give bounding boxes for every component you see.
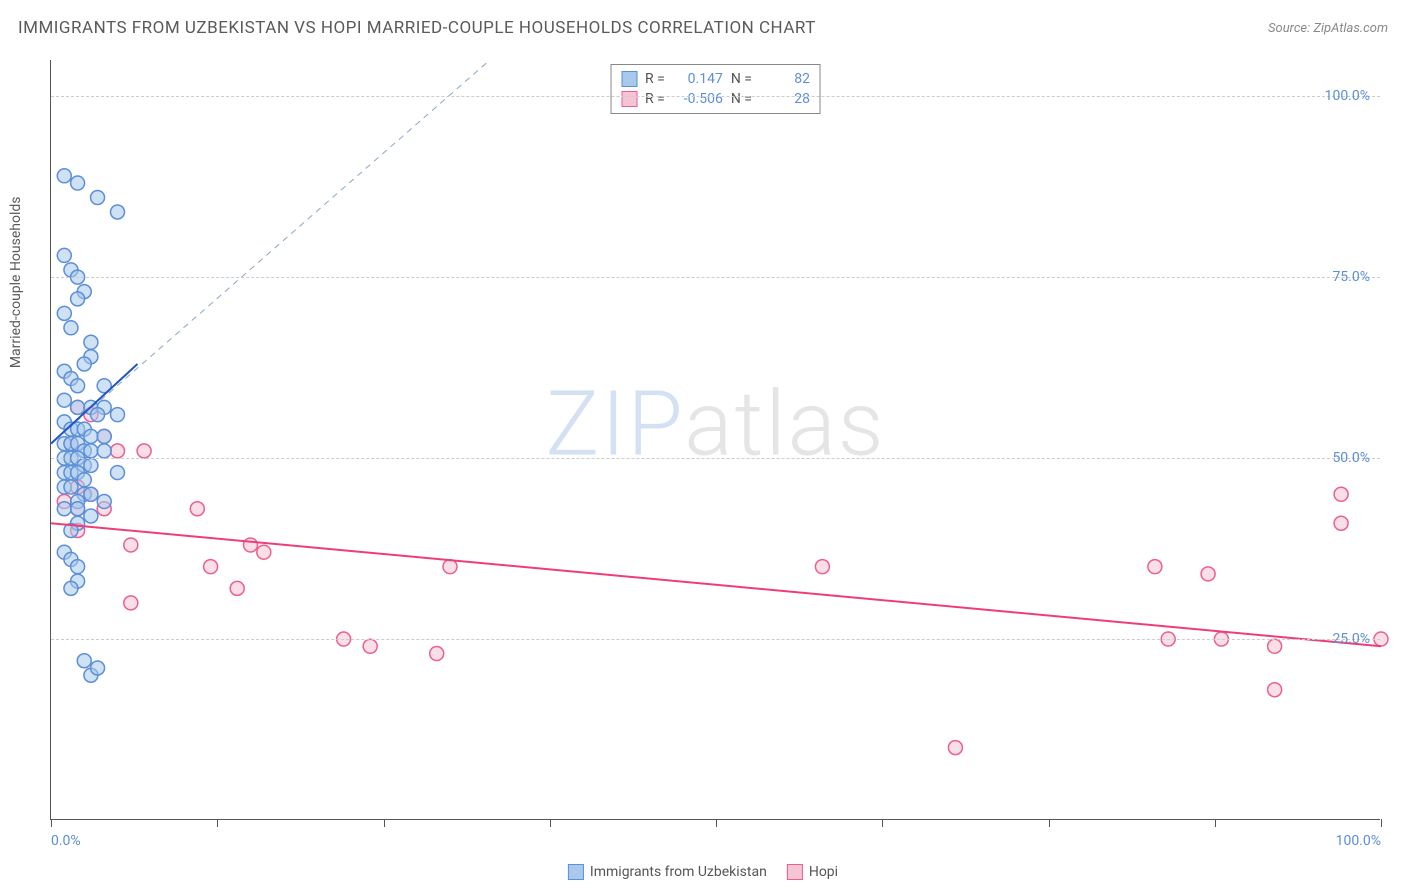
data-point bbox=[111, 444, 125, 458]
source-attribution: Source: ZipAtlas.com bbox=[1268, 21, 1388, 36]
legend-item-series1: Immigrants from Uzbekistan bbox=[568, 864, 767, 880]
chart-plot-area: ZIPatlas R = 0.147 N = 82 R = -0.506 N =… bbox=[50, 60, 1380, 820]
data-point bbox=[230, 581, 244, 595]
data-point bbox=[77, 473, 91, 487]
data-point bbox=[1201, 567, 1215, 581]
data-point bbox=[137, 444, 151, 458]
data-point bbox=[363, 639, 377, 653]
data-point bbox=[64, 581, 78, 595]
data-point bbox=[1334, 487, 1348, 501]
data-point bbox=[97, 429, 111, 443]
data-point bbox=[97, 444, 111, 458]
data-point bbox=[57, 169, 71, 183]
x-tick bbox=[1049, 819, 1050, 827]
data-point bbox=[57, 502, 71, 516]
x-tick bbox=[384, 819, 385, 827]
data-point bbox=[57, 248, 71, 262]
legend-swatch-series2-bottom bbox=[787, 864, 803, 880]
x-tick bbox=[1381, 819, 1382, 827]
data-point bbox=[64, 321, 78, 335]
data-point bbox=[84, 509, 98, 523]
data-point bbox=[91, 661, 105, 675]
data-point bbox=[71, 379, 85, 393]
chart-title: IMMIGRANTS FROM UZBEKISTAN VS HOPI MARRI… bbox=[18, 18, 816, 38]
data-point bbox=[84, 458, 98, 472]
data-point bbox=[84, 335, 98, 349]
data-point bbox=[71, 502, 85, 516]
x-tick-label: 100.0% bbox=[1336, 833, 1381, 849]
x-tick bbox=[550, 819, 551, 827]
y-tick-label: 25.0% bbox=[1332, 631, 1370, 647]
scatter-plot-svg bbox=[51, 60, 1380, 819]
data-point bbox=[71, 400, 85, 414]
x-tick bbox=[217, 819, 218, 827]
data-point bbox=[91, 191, 105, 205]
data-point bbox=[1268, 683, 1282, 697]
data-point bbox=[97, 495, 111, 509]
legend-swatch-series1-bottom bbox=[568, 864, 584, 880]
data-point bbox=[57, 306, 71, 320]
data-point bbox=[91, 408, 105, 422]
data-point bbox=[111, 466, 125, 480]
y-tick-label: 50.0% bbox=[1332, 450, 1370, 466]
data-point bbox=[124, 538, 138, 552]
data-point bbox=[71, 292, 85, 306]
grid-line bbox=[51, 277, 1380, 278]
data-point bbox=[204, 560, 218, 574]
data-point bbox=[111, 408, 125, 422]
source-label: Source: bbox=[1268, 21, 1310, 36]
x-tick-label: 0.0% bbox=[51, 833, 81, 849]
grid-line bbox=[51, 639, 1380, 640]
data-point bbox=[77, 357, 91, 371]
data-point bbox=[1268, 639, 1282, 653]
data-point bbox=[84, 444, 98, 458]
x-tick bbox=[882, 819, 883, 827]
data-point bbox=[84, 487, 98, 501]
data-point bbox=[244, 538, 258, 552]
data-point bbox=[443, 560, 457, 574]
data-point bbox=[77, 654, 91, 668]
y-axis-label: Married-couple Households bbox=[8, 196, 24, 368]
data-point bbox=[1148, 560, 1162, 574]
data-point bbox=[71, 560, 85, 574]
source-value: ZipAtlas.com bbox=[1313, 21, 1388, 36]
legend-item-series2: Hopi bbox=[787, 864, 838, 880]
x-tick bbox=[716, 819, 717, 827]
data-point bbox=[430, 647, 444, 661]
data-point bbox=[815, 560, 829, 574]
legend-label-series2: Hopi bbox=[809, 864, 838, 880]
data-point bbox=[124, 596, 138, 610]
data-point bbox=[84, 429, 98, 443]
data-point bbox=[257, 545, 271, 559]
y-tick-label: 100.0% bbox=[1325, 88, 1370, 104]
grid-line bbox=[51, 96, 1380, 97]
data-point bbox=[71, 176, 85, 190]
series-legend: Immigrants from Uzbekistan Hopi bbox=[568, 864, 838, 880]
x-tick bbox=[51, 819, 52, 827]
y-tick-label: 75.0% bbox=[1332, 269, 1370, 285]
data-point bbox=[64, 480, 78, 494]
data-point bbox=[948, 741, 962, 755]
legend-label-series1: Immigrants from Uzbekistan bbox=[590, 864, 767, 880]
x-tick bbox=[1215, 819, 1216, 827]
data-point bbox=[57, 393, 71, 407]
data-point bbox=[1334, 516, 1348, 530]
data-point bbox=[190, 502, 204, 516]
data-point bbox=[111, 205, 125, 219]
chart-header: IMMIGRANTS FROM UZBEKISTAN VS HOPI MARRI… bbox=[18, 18, 1388, 38]
grid-line bbox=[51, 458, 1380, 459]
